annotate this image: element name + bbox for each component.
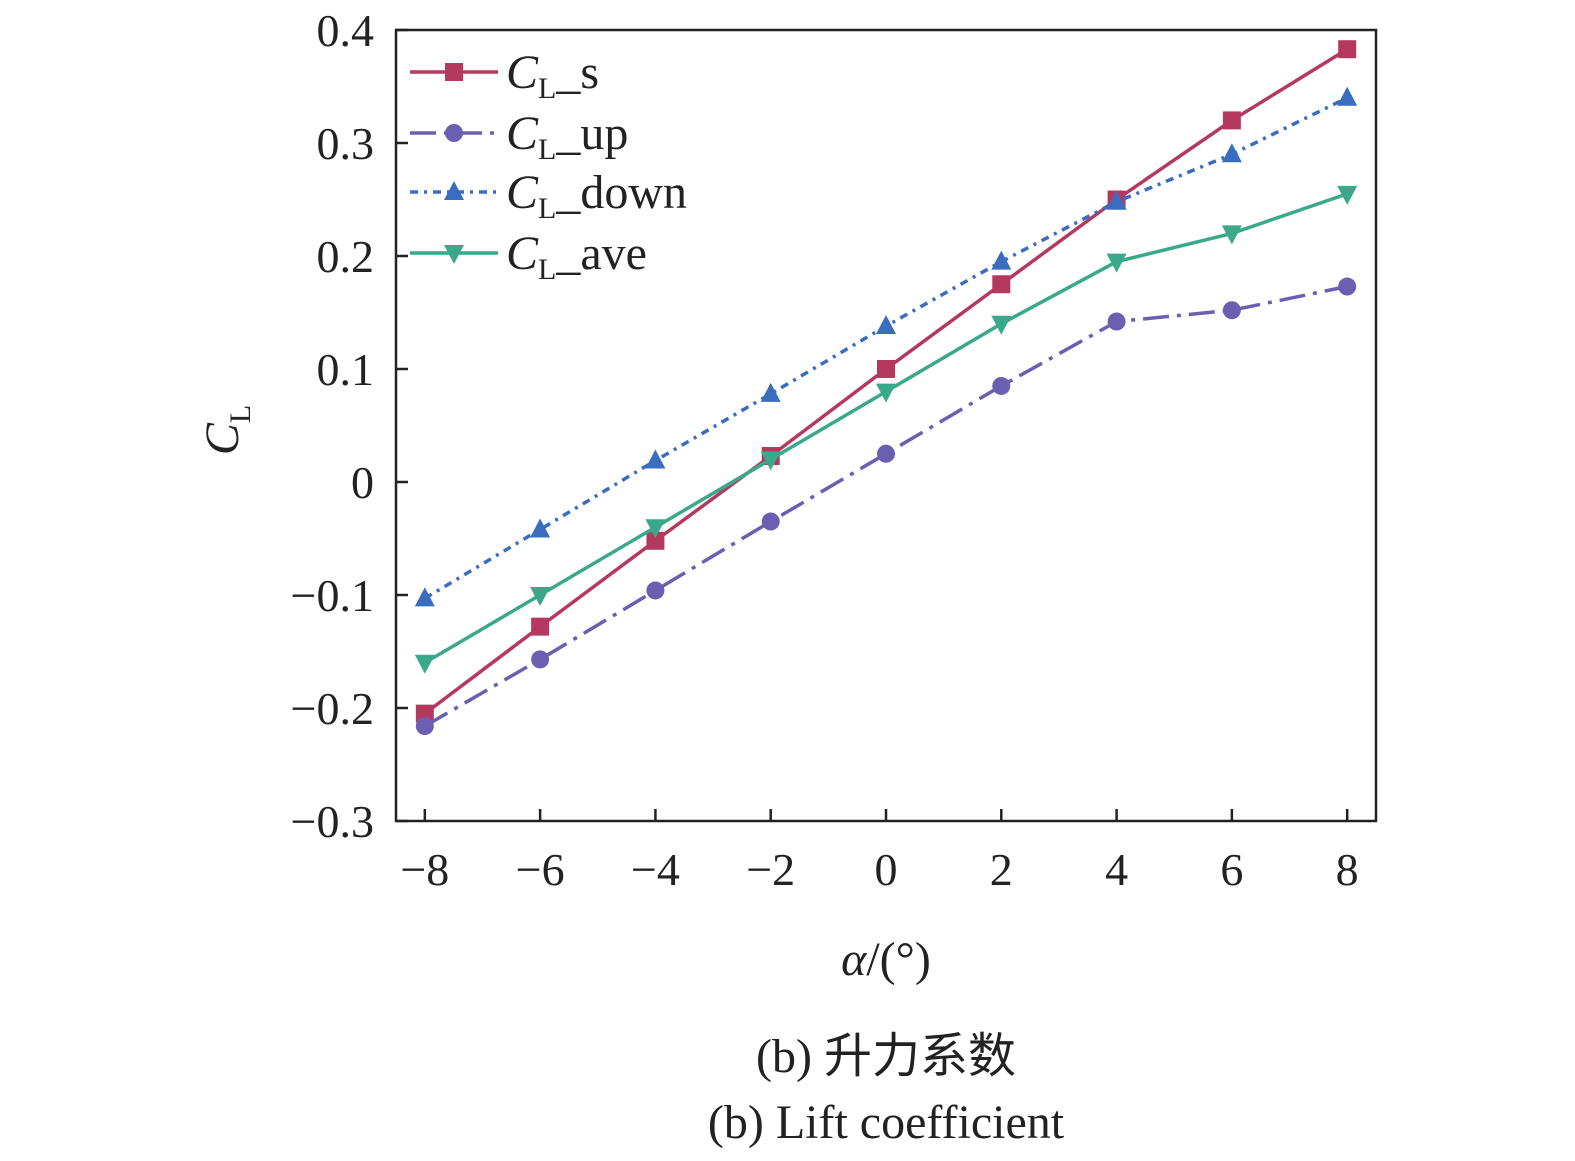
data-point bbox=[1337, 185, 1358, 205]
y-tick-label: 0.4 bbox=[317, 5, 375, 56]
data-point bbox=[414, 654, 435, 674]
data-point bbox=[1222, 301, 1241, 320]
x-tick-label: −6 bbox=[516, 844, 565, 895]
series-ave bbox=[414, 185, 1358, 674]
legend-marker bbox=[445, 124, 463, 142]
x-tick-label: −4 bbox=[631, 844, 680, 895]
data-point bbox=[992, 275, 1011, 294]
legend-label-suffix: _s bbox=[555, 46, 599, 99]
legend-label: CL_down bbox=[506, 166, 687, 225]
data-point bbox=[760, 451, 781, 471]
data-point bbox=[646, 531, 665, 550]
x-axis-title: α/(°) bbox=[841, 933, 931, 986]
data-point bbox=[645, 519, 666, 539]
data-point bbox=[1106, 190, 1127, 210]
x-tick-label: 4 bbox=[1105, 844, 1128, 895]
x-axis-title-rest: /(°) bbox=[866, 933, 931, 986]
data-point bbox=[1106, 253, 1127, 273]
data-point bbox=[991, 250, 1012, 270]
legend-marker bbox=[444, 181, 464, 200]
data-point bbox=[645, 449, 666, 469]
x-axis-title-italic: α bbox=[841, 933, 867, 986]
data-point bbox=[877, 444, 895, 463]
y-tick-label: 0.3 bbox=[317, 118, 375, 169]
legend-label-suffix: _down bbox=[555, 166, 687, 219]
data-point bbox=[991, 315, 1012, 335]
legend-label-suffix: _ave bbox=[555, 227, 647, 280]
x-tick-label: 2 bbox=[990, 844, 1013, 895]
legend-label-main: C bbox=[506, 227, 539, 280]
data-point bbox=[1338, 277, 1357, 296]
legend-item: CL_up bbox=[410, 107, 628, 166]
data-point bbox=[530, 518, 551, 538]
legend-label-sub: L bbox=[538, 253, 556, 286]
series-group bbox=[414, 40, 1358, 736]
y-axis-title-sub: L bbox=[224, 405, 257, 423]
legend-item: CL_s bbox=[410, 46, 599, 105]
data-point bbox=[531, 617, 550, 636]
legend-label-main: C bbox=[506, 46, 539, 99]
legend-label-suffix: _up bbox=[555, 107, 628, 160]
data-point bbox=[761, 512, 780, 531]
y-tick-label: 0.1 bbox=[317, 344, 375, 395]
legend-item: CL_down bbox=[410, 166, 687, 225]
y-tick-label: −0.2 bbox=[291, 683, 374, 734]
data-point bbox=[530, 587, 551, 606]
legend-item: CL_ave bbox=[410, 227, 647, 286]
y-tick-label: −0.3 bbox=[291, 796, 374, 847]
data-point bbox=[1338, 40, 1357, 59]
data-point bbox=[1107, 312, 1126, 331]
series-line bbox=[423, 284, 1348, 728]
y-axis-title-main: C bbox=[196, 422, 249, 455]
data-point bbox=[876, 383, 896, 403]
data-point bbox=[1221, 225, 1242, 245]
data-point bbox=[1337, 86, 1358, 106]
legend-label-sub: L bbox=[538, 192, 556, 225]
data-point bbox=[1221, 143, 1242, 163]
data-point bbox=[877, 360, 895, 378]
legend-label-main: C bbox=[506, 107, 539, 160]
y-tick-label: 0.2 bbox=[317, 231, 375, 282]
series-up bbox=[415, 277, 1357, 736]
legend-label-main: C bbox=[506, 166, 539, 219]
legend-marker bbox=[444, 245, 464, 264]
legend-marker bbox=[445, 63, 463, 81]
data-point bbox=[876, 315, 896, 335]
legend-label: CL_ave bbox=[506, 227, 647, 286]
data-point bbox=[414, 587, 435, 607]
legend-label: CL_up bbox=[506, 107, 628, 166]
data-point bbox=[531, 650, 550, 669]
data-point bbox=[646, 581, 665, 600]
x-tick-label: −8 bbox=[400, 844, 449, 895]
legend-label-sub: L bbox=[538, 133, 556, 166]
x-tick-label: 6 bbox=[1220, 844, 1243, 895]
legend-label: CL_s bbox=[506, 46, 599, 105]
legend-label-sub: L bbox=[538, 72, 556, 105]
series-down bbox=[414, 86, 1358, 607]
x-axis-ticks: −8 −6 −4 −2 0 2 4 6 8 bbox=[400, 809, 1359, 895]
data-point bbox=[415, 717, 434, 736]
caption-english: (b) Lift coefficient bbox=[708, 1096, 1065, 1149]
x-tick-label: 0 bbox=[875, 844, 898, 895]
data-point bbox=[1222, 111, 1241, 130]
x-tick-label: 8 bbox=[1336, 844, 1359, 895]
y-axis-ticks: −0.3 −0.2 −0.1 0 0.1 0.2 0.3 0.4 bbox=[291, 5, 408, 847]
caption-chinese: (b) 升力系数 bbox=[756, 1030, 1016, 1083]
y-tick-label: 0 bbox=[351, 457, 374, 508]
data-point bbox=[415, 704, 434, 723]
data-point bbox=[992, 376, 1011, 395]
data-point bbox=[760, 382, 781, 402]
y-axis-title: CL bbox=[196, 405, 257, 455]
y-tick-label: −0.1 bbox=[291, 570, 374, 621]
x-tick-label: −2 bbox=[746, 844, 795, 895]
